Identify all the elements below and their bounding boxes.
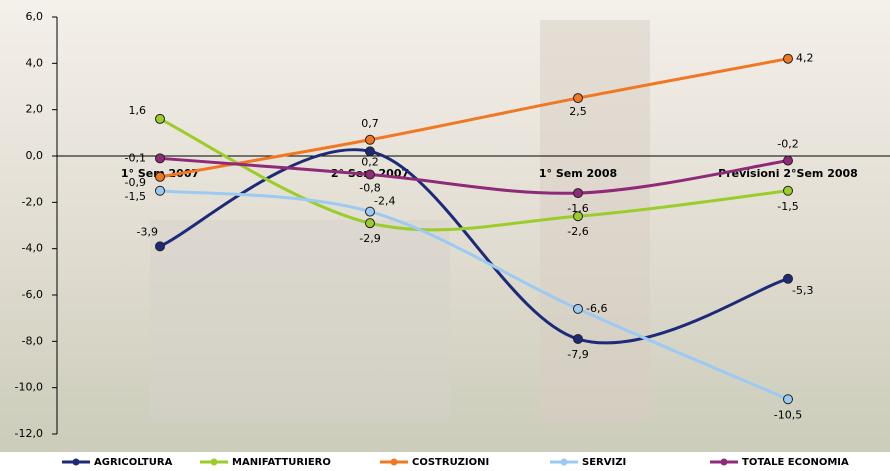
data-point bbox=[784, 54, 793, 63]
legend-label: AGRICOLTURA bbox=[94, 457, 173, 468]
y-tick-label: -2,0 bbox=[22, 195, 43, 208]
data-point bbox=[156, 172, 165, 181]
x-tick-label: 1° Sem 2008 bbox=[539, 167, 617, 180]
legend-marker bbox=[211, 459, 218, 466]
legend-marker bbox=[73, 459, 80, 466]
data-point bbox=[156, 186, 165, 195]
data-point bbox=[156, 154, 165, 163]
data-label: -1,6 bbox=[567, 202, 588, 215]
y-tick-label: -4,0 bbox=[22, 242, 43, 255]
legend-label: COSTRUZIONI bbox=[412, 457, 489, 468]
legend-label: SERVIZI bbox=[582, 457, 626, 468]
data-point bbox=[366, 135, 375, 144]
data-label: -1,5 bbox=[777, 200, 798, 213]
data-label: -0,9 bbox=[125, 176, 146, 189]
data-point bbox=[784, 156, 793, 165]
legend-marker bbox=[391, 459, 398, 466]
data-label: -1,5 bbox=[125, 190, 146, 203]
data-point bbox=[156, 114, 165, 123]
data-point bbox=[574, 335, 583, 344]
legend-marker bbox=[721, 459, 728, 466]
y-tick-label: 6,0 bbox=[26, 10, 44, 23]
data-label: 4,2 bbox=[796, 52, 814, 65]
background-building bbox=[150, 220, 450, 420]
data-label: -2,9 bbox=[359, 232, 380, 245]
data-label: -7,9 bbox=[567, 348, 588, 361]
data-label: 2,5 bbox=[569, 105, 587, 118]
data-label: -10,5 bbox=[774, 408, 802, 421]
data-point bbox=[784, 395, 793, 404]
legend-marker bbox=[561, 459, 568, 466]
y-tick-label: 4,0 bbox=[26, 56, 44, 69]
y-tick-label: -8,0 bbox=[22, 334, 43, 347]
data-label: -2,6 bbox=[567, 225, 588, 238]
data-point bbox=[574, 189, 583, 198]
data-point bbox=[366, 219, 375, 228]
y-tick-label: -12,0 bbox=[15, 427, 43, 440]
data-point bbox=[366, 170, 375, 179]
data-label: 0,2 bbox=[361, 155, 379, 168]
chart: -12,0 -10,0 -8,0 -6,0 -4,0 -2,0 0,0 2,0 4,0 6,0 1°… bbox=[0, 0, 890, 471]
data-label: 1,6 bbox=[129, 104, 147, 117]
legend-label: MANIFATTURIERO bbox=[232, 457, 331, 468]
y-tick-label: -10,0 bbox=[15, 381, 43, 394]
data-label: -5,3 bbox=[792, 284, 813, 297]
data-point bbox=[366, 207, 375, 216]
data-label: -6,6 bbox=[586, 302, 607, 315]
y-tick-label: -6,0 bbox=[22, 288, 43, 301]
data-point bbox=[156, 242, 165, 251]
data-label: 0,7 bbox=[361, 117, 379, 130]
background-tower bbox=[540, 20, 650, 420]
data-label: -0,1 bbox=[125, 151, 146, 164]
y-tick-label: 2,0 bbox=[26, 103, 44, 116]
legend-label: TOTALE ECONOMIA bbox=[742, 457, 849, 468]
data-label: -2,4 bbox=[374, 195, 395, 208]
y-tick-label: 0,0 bbox=[26, 149, 44, 162]
data-point bbox=[784, 186, 793, 195]
data-label: -0,8 bbox=[359, 182, 380, 195]
data-point bbox=[574, 304, 583, 313]
data-point bbox=[784, 274, 793, 283]
data-label: -3,9 bbox=[137, 225, 158, 238]
data-label: -0,2 bbox=[777, 138, 798, 151]
data-point bbox=[574, 94, 583, 103]
